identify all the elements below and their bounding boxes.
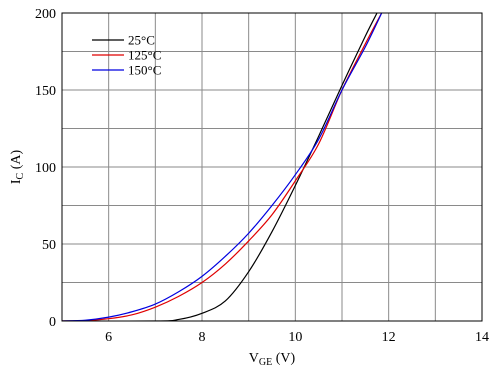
- legend-label-2: 125°C: [128, 48, 161, 63]
- x-axis-label-sub: GE: [259, 357, 272, 368]
- y-axis-label-main: I: [9, 179, 24, 184]
- y-tick-label: 100: [35, 161, 56, 176]
- x-axis-label-unit: (V): [272, 351, 295, 366]
- y-tick-label: 150: [35, 84, 56, 99]
- tick-labels: 6 8 10 12 14 0 50 100 150 200: [35, 7, 489, 345]
- x-tick-label: 14: [475, 330, 489, 345]
- x-tick-label: 8: [199, 330, 206, 345]
- x-tick-label: 12: [382, 330, 396, 345]
- series-line-3: [62, 13, 383, 321]
- y-tick-label: 0: [49, 315, 56, 330]
- legend-label-3: 150°C: [128, 63, 161, 78]
- x-tick-label: 10: [288, 330, 302, 345]
- y-axis-label: IC (A): [9, 150, 26, 185]
- x-tick-label: 6: [105, 330, 112, 345]
- series-layer: [62, 13, 383, 321]
- x-axis-label: VGE (V): [249, 351, 296, 368]
- y-tick-label: 200: [35, 7, 56, 22]
- y-axis-label-unit: (A): [9, 150, 24, 173]
- series-line-1: [62, 13, 378, 321]
- legend-label-1: 25°C: [128, 33, 155, 48]
- y-tick-label: 50: [42, 238, 56, 253]
- x-axis-label-main: V: [249, 351, 259, 366]
- grid-lines: [62, 13, 482, 321]
- plot-frame: [61, 12, 483, 322]
- y-axis-label-sub: C: [15, 172, 26, 179]
